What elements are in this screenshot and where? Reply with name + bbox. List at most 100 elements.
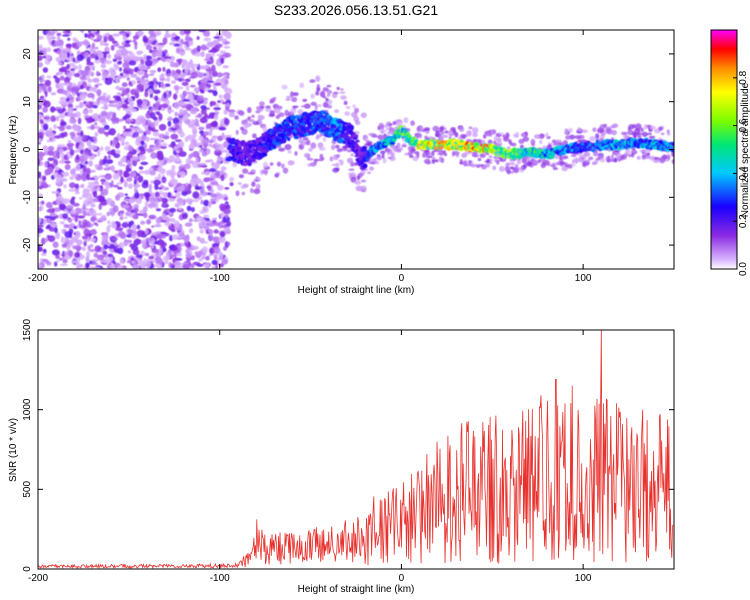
spectrogram-cell xyxy=(671,158,674,165)
spectrogram-cell xyxy=(568,127,573,133)
spectrogram-cell xyxy=(41,252,47,256)
spectrogram-cell xyxy=(95,70,100,77)
spectrogram-cell xyxy=(460,134,467,138)
spectrogram-cell xyxy=(198,126,205,131)
spectrogram-cell xyxy=(160,81,165,89)
spectrogram-cell xyxy=(63,82,71,86)
spectrogram-cell xyxy=(119,163,127,167)
spectrogram-cell xyxy=(195,142,203,146)
spectrogram-cell xyxy=(350,127,354,131)
spectrogram-cell xyxy=(397,135,401,138)
spectrogram-cell xyxy=(213,163,220,170)
spectrogram-cell xyxy=(75,231,81,239)
spectrogram-cell xyxy=(89,144,98,151)
spectrogram-cell xyxy=(103,167,111,171)
spectrogram-cell xyxy=(174,191,181,198)
spectrogram-cell xyxy=(55,231,61,240)
spectrogram-cell xyxy=(203,37,211,42)
spectrogram-cell xyxy=(67,103,74,109)
spectrogram-cell xyxy=(118,241,125,249)
spectrogram-cell xyxy=(312,110,318,113)
colorbar-tick-label: 0.4 xyxy=(738,166,749,180)
spectrogram-cell xyxy=(545,159,550,166)
spectrogram-cell xyxy=(188,218,193,223)
spectrogram-cell xyxy=(136,51,142,56)
spectrogram-cell xyxy=(86,83,92,87)
spectrogram-cell xyxy=(59,257,62,261)
spectrogram-cell xyxy=(161,219,167,223)
spectrogram-cell xyxy=(221,259,228,265)
spectrogram-cell xyxy=(354,107,359,114)
spectrogram-cell xyxy=(664,142,670,145)
spectrogram-cell xyxy=(640,127,644,133)
spectrogram-cell xyxy=(303,153,311,158)
spectrogram-cell xyxy=(203,214,210,218)
spectrogram-cell xyxy=(185,252,192,258)
spectrogram-cell xyxy=(75,245,82,251)
spectrogram-cell xyxy=(96,98,101,106)
spectrogram-cell xyxy=(161,142,168,147)
spectrogram-cell xyxy=(73,225,78,230)
spectrogram-cell xyxy=(253,188,261,195)
spectrogram-cell xyxy=(223,109,228,115)
spectrogram-cell xyxy=(269,162,274,166)
spectrogram-cell xyxy=(165,73,172,77)
spectrogram-cell xyxy=(198,30,206,33)
spectrogram-cell xyxy=(463,160,468,167)
spectrogram-cell xyxy=(320,110,325,115)
spectrogram-cell xyxy=(537,159,541,164)
spectrogram-cell xyxy=(190,263,194,268)
spectrogram-cell xyxy=(146,148,153,153)
spectrogram-cell xyxy=(59,96,67,101)
spectrogram-cell xyxy=(213,120,218,127)
spectrogram-cell xyxy=(131,233,137,239)
spectrogram-cell xyxy=(504,166,510,173)
spectrogram-cell xyxy=(80,183,85,189)
spectrogram-cell xyxy=(116,96,122,102)
spectrogram-cell xyxy=(65,97,70,102)
spectrogram-cell xyxy=(332,91,339,95)
spectrogram-cell xyxy=(158,113,163,121)
spectrogram-cell xyxy=(273,107,281,114)
spectrogram-cell xyxy=(167,192,172,198)
spectrogram-cell xyxy=(144,91,149,98)
spectrogram-cell xyxy=(155,217,161,224)
spectrogram-cell xyxy=(379,129,385,134)
spectrogram-cell xyxy=(317,142,324,149)
spectrogram-cell xyxy=(173,220,180,228)
spectrogram-cell xyxy=(67,155,73,159)
spectrogram-cell xyxy=(355,185,363,192)
spectrogram-cell xyxy=(87,152,93,157)
spectrogram-cell xyxy=(566,135,571,140)
spectrogram-cell xyxy=(176,186,184,193)
spectrogram-cell xyxy=(294,151,298,156)
spectrogram-cell xyxy=(326,104,333,109)
spectrogram-cell xyxy=(284,109,290,117)
spectrogram-cell xyxy=(200,105,207,110)
spectrogram-cell xyxy=(210,101,217,106)
spectrogram-cell xyxy=(77,117,82,125)
spectrogram-cell xyxy=(96,254,105,261)
spectrogram-cell xyxy=(143,142,148,150)
spectrogram-cell xyxy=(77,215,85,219)
spectrogram-cell xyxy=(509,166,515,170)
spectrogram-cell xyxy=(572,158,580,163)
spectrogram-cell xyxy=(42,175,47,181)
spectrogram-cell xyxy=(57,144,66,148)
spectrogram-cell xyxy=(107,150,115,155)
spectrogram-cell xyxy=(145,112,152,119)
spectrogram-cell xyxy=(153,46,157,50)
spectrogram-cell xyxy=(205,123,212,129)
spectrogram-cell xyxy=(196,263,204,267)
spectrogram-cell xyxy=(148,255,155,260)
spectrogram-cell xyxy=(472,132,478,138)
spectrogram-cell xyxy=(66,72,72,79)
spectrogram-cell xyxy=(157,173,162,180)
spectrogram-cell xyxy=(72,149,80,153)
spectrogram-cell xyxy=(325,97,329,102)
spectrogram-cell xyxy=(67,37,71,41)
spectrogram-cell xyxy=(90,203,96,208)
spectrogram-cell xyxy=(56,151,60,159)
spectrogram-cell xyxy=(42,67,49,73)
spectrogram-cell xyxy=(151,241,154,249)
